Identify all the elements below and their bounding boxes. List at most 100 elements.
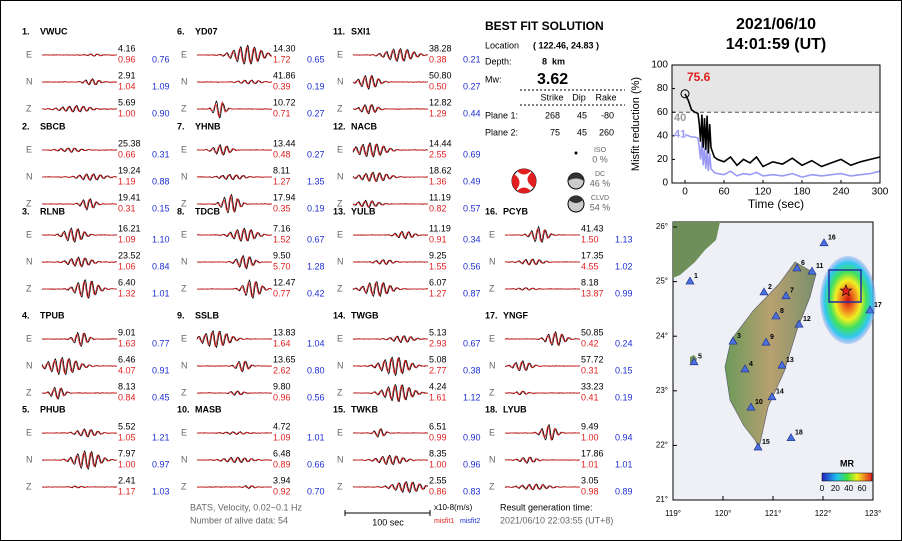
station-marker: [865, 305, 875, 314]
misfit2: 0.76: [152, 54, 170, 64]
misfit1: 1.09: [118, 234, 136, 244]
annotation: 75.6: [687, 70, 711, 84]
misfit-line: [684, 93, 881, 168]
misfit2: 1.09: [152, 81, 170, 91]
iso-ball: [574, 151, 578, 155]
colorbar-tick-label: 20: [831, 484, 840, 493]
misfit2: 0.21: [463, 54, 481, 64]
component: Z: [26, 481, 32, 491]
amplitude: 6.48: [273, 448, 291, 458]
component: N: [337, 256, 344, 266]
unit: x10-8(m/s): [434, 503, 473, 512]
misfit1: 1.64: [273, 338, 291, 348]
misfit2: 0.90: [463, 432, 481, 442]
amplitude: 8.18: [581, 277, 599, 287]
station-name: YD07: [195, 26, 218, 36]
amplitude: 17.94: [273, 192, 296, 202]
waveform-synthetic: [41, 53, 117, 57]
misfit2: 0.24: [615, 338, 633, 348]
result-time: 2021/06/10 22:03:55 (UT+8): [500, 515, 613, 525]
station-marker: [807, 266, 817, 275]
component: Z: [337, 283, 343, 293]
misfit1: 0.31: [581, 365, 599, 375]
waveform-synthetic: [42, 257, 117, 267]
result-label: Result generation time:: [500, 502, 593, 512]
location-label: Location: [485, 40, 519, 50]
waveform-synthetic: [196, 174, 273, 180]
map-y-tick-label: 21°: [656, 495, 668, 504]
component: Z: [337, 481, 343, 491]
plane-value: 260: [599, 127, 614, 137]
component-percent: 0 %: [592, 154, 608, 164]
station-marker: [746, 402, 756, 411]
misfit1-key: misfit1: [434, 518, 454, 525]
depth-unit: km: [552, 56, 565, 66]
component: N: [489, 360, 496, 370]
component: N: [26, 171, 33, 181]
component: E: [26, 229, 32, 239]
component: N: [181, 76, 188, 86]
misfit2: 0.87: [463, 288, 481, 298]
component: N: [489, 256, 496, 266]
waveform-synthetic: [505, 426, 581, 441]
misfit1: 1.72: [273, 54, 291, 64]
misfit1: 0.89: [273, 459, 291, 469]
amplitude: 25.38: [118, 138, 141, 148]
station-marker: [728, 336, 738, 345]
x-tick-label: 60: [718, 187, 730, 198]
misfit2: 1.10: [152, 234, 170, 244]
x-tick-label: 240: [833, 187, 850, 198]
misfit1: 0.86: [429, 486, 447, 496]
component-name: ISO: [594, 147, 607, 154]
station-label: 8: [780, 308, 784, 315]
station-number: 2.: [22, 121, 30, 131]
amplitude: 9.49: [581, 421, 599, 431]
station-label: 1: [694, 273, 698, 280]
misfit2: 0.77: [152, 338, 170, 348]
misfit1: 1.36: [429, 176, 447, 186]
mw-label: Mw:: [485, 74, 502, 84]
misfit1: 5.70: [273, 261, 291, 271]
station-label: 7: [790, 288, 794, 295]
station-label: 9: [770, 334, 774, 341]
waveform-synthetic: [196, 281, 272, 298]
component: E: [337, 144, 343, 154]
waveform-synthetic: [504, 287, 580, 291]
station-marker: [685, 276, 695, 285]
misfit2: 0.83: [463, 486, 481, 496]
misfit2: 0.15: [615, 365, 633, 375]
component: Z: [337, 103, 343, 113]
misfit1: 0.31: [118, 203, 136, 213]
amplitude: 11.19: [429, 192, 451, 202]
solution-title: BEST FIT SOLUTION: [485, 19, 604, 33]
waveform-synthetic: [41, 485, 118, 489]
waveform-synthetic: [42, 451, 118, 469]
misfit1: 0.99: [429, 432, 447, 442]
misfit1: 1.06: [118, 261, 136, 271]
waveform-synthetic: [196, 431, 272, 435]
amplitude: 41.86: [273, 70, 296, 80]
plane-label: Plane 1:: [485, 110, 518, 120]
amplitude: 23.52: [118, 250, 141, 260]
component: Z: [181, 387, 187, 397]
misfit2: 0.90: [152, 108, 170, 118]
component: N: [337, 454, 344, 464]
map-y-tick-label: 25°: [656, 277, 668, 286]
misfit1: 0.96: [273, 392, 291, 402]
station-number: 5.: [22, 404, 30, 414]
amplitude: 9.80: [273, 381, 291, 391]
plane-value: 268: [545, 110, 560, 120]
component: Z: [181, 283, 187, 293]
time: 14:01:59 (UT): [726, 36, 826, 53]
amplitude: 6.40: [118, 277, 136, 287]
station-marker: [777, 360, 787, 369]
amplitude: 50.85: [581, 327, 604, 337]
y-tick-label: 100: [651, 60, 668, 71]
misfit2: 0.38: [463, 365, 481, 375]
misfit1: 1.17: [118, 486, 136, 496]
peak-marker: [680, 89, 690, 99]
component: Z: [181, 198, 187, 208]
waveform-synthetic: [352, 428, 429, 437]
